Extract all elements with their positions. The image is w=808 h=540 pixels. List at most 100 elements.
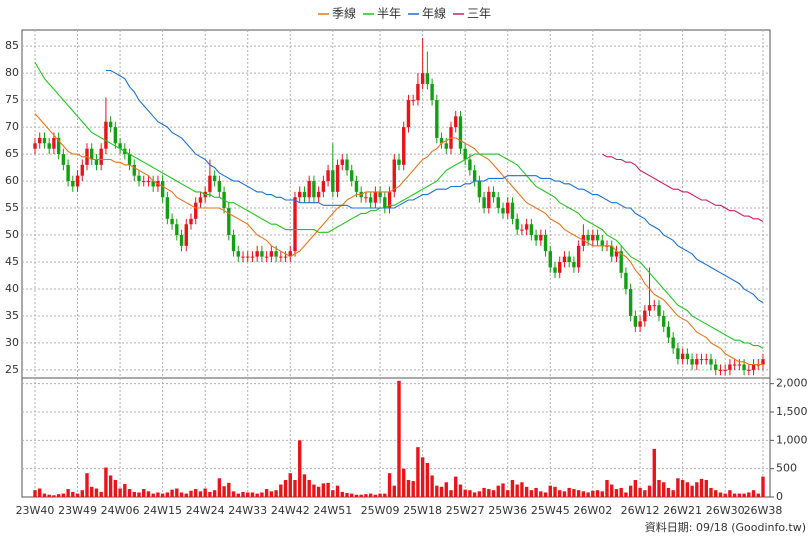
volume-bar: [298, 440, 302, 497]
volume-bar: [132, 491, 136, 497]
volume-bar: [506, 490, 510, 497]
y-tick-label: 55: [5, 201, 19, 214]
candle-body: [586, 235, 590, 241]
volume-bar: [680, 480, 685, 497]
volume-bar: [142, 489, 146, 497]
volume-tick-label: 1,000: [776, 433, 808, 446]
x-tick-label: 23W49: [58, 504, 97, 517]
volume-bar: [751, 490, 756, 497]
candle-body: [595, 235, 600, 241]
volume-bar: [699, 478, 704, 497]
volume-bar: [406, 480, 411, 497]
candle-body: [312, 181, 316, 198]
volume-bar: [137, 492, 141, 497]
volume-bar: [113, 480, 118, 497]
candle-body: [515, 218, 519, 230]
candle-body: [562, 256, 567, 262]
volume-bar: [368, 493, 373, 497]
volume-bar: [647, 485, 652, 497]
volume-bar: [595, 490, 600, 497]
volume-bar: [529, 490, 534, 497]
volume-bar: [307, 480, 311, 497]
y-tick-label: 60: [5, 174, 19, 187]
volume-bar: [718, 492, 723, 497]
x-tick-label: 26W12: [621, 504, 660, 517]
candle-body: [33, 143, 37, 149]
volume-bar: [90, 486, 94, 497]
candle-body: [567, 256, 571, 262]
candle-body: [761, 359, 765, 365]
candle-body: [246, 256, 250, 258]
candle-body: [132, 164, 136, 176]
candle-body: [146, 181, 151, 183]
candle-body: [231, 235, 236, 252]
volume-bar: [728, 490, 732, 497]
candle-body: [99, 148, 103, 165]
candle-body: [539, 235, 543, 241]
volume-bar: [411, 481, 415, 497]
candle-body: [142, 181, 146, 183]
volume-bar: [61, 493, 66, 497]
legend-label: 半年: [377, 7, 401, 21]
x-tick-label: 26W30: [706, 504, 745, 517]
volume-bar: [487, 489, 491, 497]
candle-body: [71, 181, 75, 187]
candle-body: [718, 369, 723, 371]
ma-line: [602, 153, 764, 222]
legend-label: 季線: [332, 6, 356, 21]
volume-bar: [671, 490, 675, 497]
candle-body: [160, 181, 165, 198]
candle-body: [340, 159, 344, 165]
volume-bar: [203, 488, 207, 497]
volume-bar: [80, 490, 84, 497]
volume-bar: [208, 491, 212, 497]
volume-bar: [619, 487, 623, 497]
volume-bar: [316, 486, 321, 497]
volume-bar: [539, 491, 543, 497]
volume-bar: [652, 448, 656, 497]
volume-bar: [676, 478, 680, 497]
candle-body: [90, 148, 94, 160]
volume-bar: [662, 482, 666, 497]
candle-body: [208, 175, 212, 192]
candle-body: [217, 181, 222, 192]
volume-bar: [586, 492, 590, 497]
candle-body: [127, 154, 132, 165]
volume-bar: [510, 480, 515, 497]
volume-bar: [354, 494, 359, 497]
candle-body: [61, 154, 66, 165]
candle-body: [534, 235, 538, 241]
candle-body: [56, 137, 61, 155]
x-tick-label: 26W38: [744, 504, 783, 517]
candle-body: [628, 288, 633, 316]
volume-bar: [279, 484, 283, 497]
candle-body: [416, 83, 420, 101]
ma-line: [34, 62, 764, 349]
y-tick-label: 40: [5, 282, 19, 295]
candle-body: [647, 305, 652, 311]
volume-bar: [331, 490, 335, 497]
candle-body: [302, 191, 307, 198]
volume-bar: [241, 491, 245, 497]
candle-body: [47, 143, 51, 149]
candle-body: [255, 251, 259, 257]
volume-bar: [624, 492, 628, 497]
volume-bar: [160, 493, 165, 497]
y-tick-label: 45: [5, 255, 19, 268]
candle-body: [666, 326, 671, 338]
candle-body: [66, 164, 70, 182]
candle-body: [151, 181, 155, 187]
volume-bar: [643, 490, 647, 497]
y-tick-label: 80: [5, 66, 19, 79]
volume-bar: [260, 492, 264, 497]
candle-body: [279, 256, 283, 258]
volume-bar: [340, 491, 344, 497]
volume-bar: [47, 494, 51, 497]
volume-bar: [633, 480, 638, 497]
candle-body: [439, 137, 444, 144]
volume-bar: [123, 483, 127, 497]
volume-bar: [231, 491, 236, 497]
candle-body: [624, 272, 628, 289]
x-tick-label: 26W21: [663, 504, 702, 517]
candle-body: [335, 164, 340, 192]
